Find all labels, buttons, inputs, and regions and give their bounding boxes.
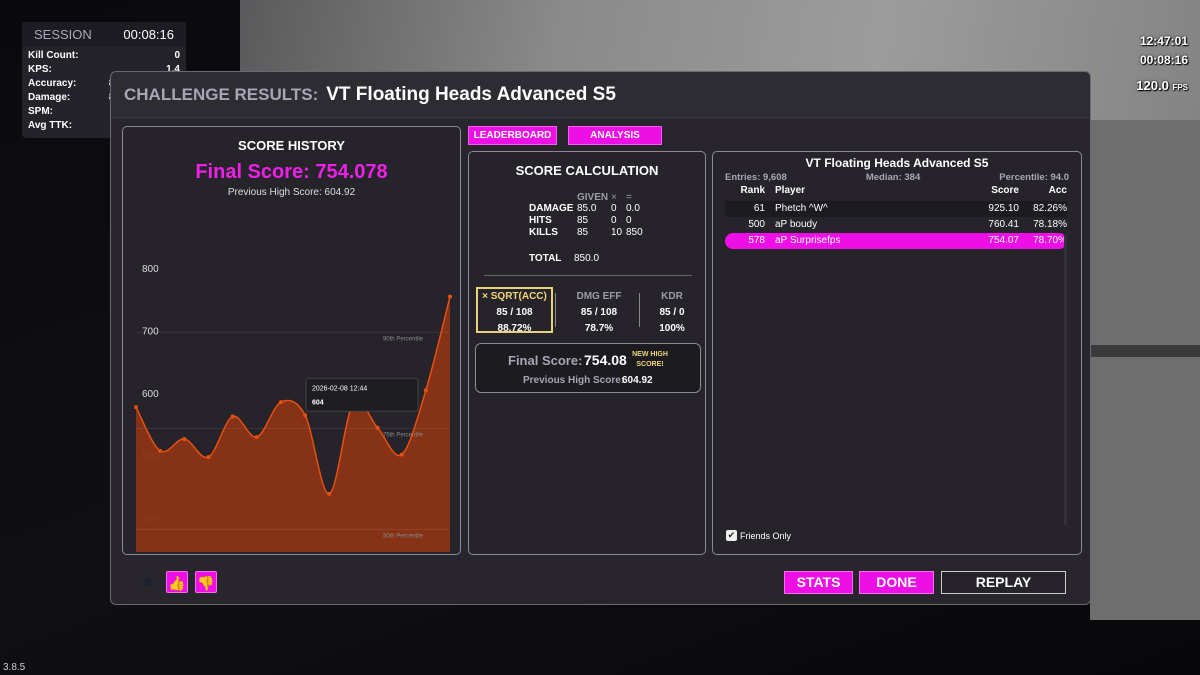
session-row: Avg TTK: <box>28 120 73 131</box>
calc-result: 0 <box>626 215 632 226</box>
leaderboard-title: VT Floating Heads Advanced S5 <box>805 156 989 170</box>
thumbs-up-icon[interactable]: 👍 <box>166 571 188 593</box>
challenge-results-dialog: CHALLENGE RESULTS: VT Floating Heads Adv… <box>110 71 1091 605</box>
calc-label: KILLS <box>529 227 558 238</box>
hud-fps: 120.0 FPS <box>1136 78 1188 93</box>
kdr-box: KDR 85 / 0 100% <box>659 291 685 334</box>
scenario-name: VT Floating Heads Advanced S5 <box>326 83 616 105</box>
data-point <box>206 455 211 460</box>
final-score-value: 754.08 <box>584 352 627 368</box>
version-label: 3.8.5 <box>3 662 26 673</box>
hud-clock: 12:47:01 <box>1139 34 1188 48</box>
done-button[interactable]: DONE <box>859 571 934 594</box>
session-row: SPM: <box>28 106 53 117</box>
tab-leaderboard[interactable]: LEADERBOARD <box>468 126 557 145</box>
thumbs-down-icon[interactable]: 👎 <box>195 571 217 593</box>
leaderboard-panel: VT Floating Heads Advanced S5 Entries: 9… <box>712 151 1082 555</box>
data-point <box>254 435 259 440</box>
calc-given: 85 <box>577 215 589 226</box>
divider <box>555 293 556 327</box>
calc-mult: 0 <box>611 215 617 226</box>
calc-label: HITS <box>529 215 552 226</box>
score-calculation-panel: SCORE CALCULATION GIVEN × = DAMAGE 85.0 0 0… <box>468 151 706 555</box>
tooltip-value: 604 <box>312 399 324 406</box>
final-score-box: Final Score: 754.08 NEW HIGH SCORE! Prev… <box>475 343 701 393</box>
data-point <box>327 491 332 496</box>
score-history-title: SCORE HISTORY <box>238 138 345 153</box>
entries-count: Entries: 9,608 <box>725 172 787 183</box>
calc-label: DAMAGE <box>529 203 574 214</box>
data-point <box>399 452 404 457</box>
final-score: Final Score: 754.078 <box>195 161 388 183</box>
data-point <box>158 448 163 453</box>
data-point <box>278 400 283 405</box>
checkbox-check-icon[interactable]: ✔ <box>726 530 737 541</box>
total-label: TOTAL <box>529 253 562 264</box>
percentile: Percentile: 94.0 <box>999 172 1069 183</box>
background-wall <box>1090 120 1200 620</box>
leaderboard-row-current-player[interactable]: 578 aP Surprisefps 754.07 78.70% <box>725 233 1067 249</box>
times-header: × <box>611 192 617 203</box>
calc-mult: 10 <box>611 227 623 238</box>
leaderboard-header: Rank Player Score Acc <box>740 185 1067 196</box>
divider <box>639 293 640 327</box>
favorite-star-icon[interactable]: ★ <box>139 571 157 593</box>
dmg-eff-box: DMG EFF 85 / 108 78.7% <box>576 291 622 334</box>
stats-button[interactable]: STATS <box>784 571 853 594</box>
y-tick-label: 800 <box>142 264 159 275</box>
header-label: CHALLENGE RESULTS: <box>124 84 319 104</box>
calc-mult: 0 <box>611 203 617 214</box>
replay-button[interactable]: REPLAY <box>941 571 1066 594</box>
data-point <box>303 413 308 418</box>
leaderboard-row[interactable]: 500 aP boudy 760.41 78.18% <box>748 219 1067 230</box>
total-value: 850.0 <box>574 253 600 264</box>
tab-analysis[interactable]: ANALYSIS <box>568 126 662 145</box>
y-tick-label: 700 <box>142 326 159 337</box>
data-point <box>182 436 187 441</box>
tooltip-date: 2026-02-08 12:44 <box>312 385 367 392</box>
new-high-badge: NEW HIGH SCORE! <box>632 351 668 368</box>
session-time: 00:08:16 <box>123 27 174 42</box>
friends-only-checkbox[interactable]: ✔ Friends Only <box>726 530 792 541</box>
score-history-panel: SCORE HISTORY Final Score: 754.078 Previ… <box>122 126 461 555</box>
calc-result: 0.0 <box>626 203 640 214</box>
given-header: GIVEN <box>577 192 609 203</box>
session-title: SESSION <box>34 27 92 42</box>
tooltip <box>305 377 419 412</box>
score-calculation-title: SCORE CALCULATION <box>515 163 659 178</box>
data-point <box>448 294 452 299</box>
percentile-label: 50th Percentile <box>383 533 424 539</box>
previous-high-score: Previous High Score: 604.92 <box>227 187 356 198</box>
score-area <box>136 296 450 552</box>
session-row: KPS: 1.4 <box>28 64 180 75</box>
session-row: Kill Count: 0 <box>28 50 180 61</box>
calc-given: 85 <box>577 227 589 238</box>
data-point <box>134 405 138 410</box>
percentile-label: 90th Percentile <box>383 336 424 342</box>
data-point <box>230 414 235 419</box>
divider <box>484 275 692 276</box>
calc-result: 850 <box>626 227 643 238</box>
median: Median: 384 <box>865 172 921 183</box>
equals-header: = <box>626 192 632 203</box>
background-stripe <box>1090 345 1200 357</box>
calc-given: 85.0 <box>577 203 597 214</box>
data-point <box>375 425 380 430</box>
y-tick-label: 600 <box>142 389 159 400</box>
title-bar: CHALLENGE RESULTS: VT Floating Heads Adv… <box>111 72 1090 118</box>
leaderboard-row[interactable]: 61 Phetch ^W^ 925.10 82.26% <box>725 201 1067 217</box>
scrollbar[interactable] <box>1064 235 1067 525</box>
data-point <box>423 388 428 393</box>
sqrt-acc-box: × SQRT(ACC) 85 / 108 88.72% <box>476 287 553 334</box>
percentile-label: 75th Percentile <box>383 432 424 438</box>
hud-elapsed: 00:08:16 <box>1139 53 1188 67</box>
